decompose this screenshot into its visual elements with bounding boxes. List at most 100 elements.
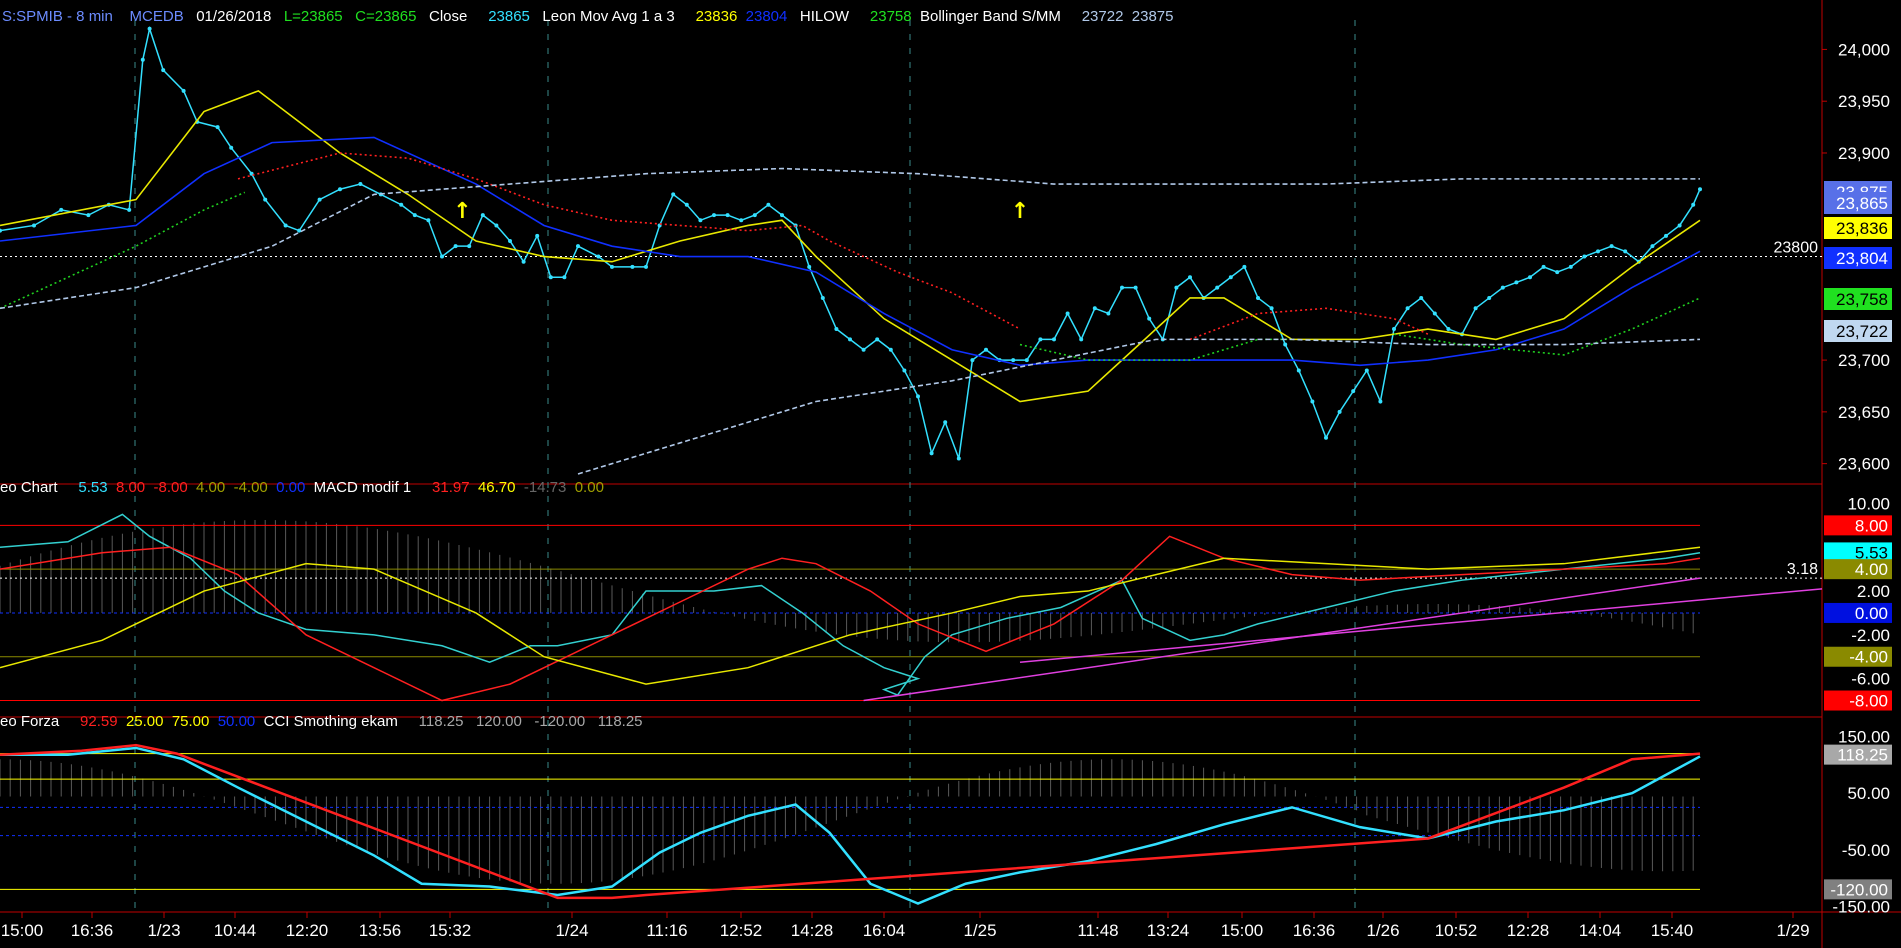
close-point	[1596, 249, 1600, 254]
close-eq-label: C=23865	[355, 8, 417, 25]
macd-series-3	[863, 577, 1701, 702]
y-tick-label: 23,650	[1838, 403, 1890, 422]
close-point	[1106, 311, 1111, 316]
value-tag-bg	[1824, 515, 1892, 536]
close-point	[780, 213, 784, 218]
close-point	[535, 233, 540, 238]
close-point	[399, 202, 404, 207]
close-point	[1582, 254, 1587, 259]
bollinger-v1: 23722	[1081, 8, 1124, 25]
close-point	[739, 218, 744, 223]
close-point	[358, 182, 363, 187]
cci-name: CCI Smothing ekam	[263, 713, 398, 730]
close-point	[1024, 358, 1029, 363]
close-point	[147, 26, 152, 31]
cci-series-0	[0, 746, 1701, 905]
close-point	[86, 213, 91, 218]
close-point	[1364, 368, 1369, 373]
value-tag-label: -8.00	[1849, 692, 1888, 711]
close-point	[338, 187, 342, 192]
close-point	[1283, 342, 1288, 347]
close-point	[725, 213, 730, 218]
x-tick-label: 13:56	[359, 921, 402, 940]
close-point	[712, 213, 716, 218]
close-point	[1514, 280, 1519, 285]
close-point	[1120, 285, 1124, 290]
close-point	[562, 275, 567, 280]
close-point	[1079, 337, 1084, 342]
value-tag-bg	[1824, 542, 1892, 563]
close-point	[1242, 264, 1247, 269]
mov-avg-v2: 23804	[745, 8, 788, 25]
close-point	[1256, 295, 1260, 300]
y-tick-label: 2.00	[1857, 582, 1890, 601]
value-tag-label: 8.00	[1855, 516, 1888, 535]
mov-avg-v1: 23836	[695, 8, 738, 25]
close-point	[426, 218, 431, 223]
x-tick-label: 11:16	[646, 921, 687, 940]
x-tick-label: 1/25	[963, 921, 996, 940]
x-tick-label: 13:24	[1147, 921, 1190, 940]
value-tag-bg	[1824, 602, 1892, 623]
cci-header: eo Forza 92.59 25.00 75.00 50.00 CCI Smo…	[0, 713, 643, 730]
close-point	[1677, 223, 1682, 228]
close-point	[1269, 306, 1274, 311]
date-label: 01/26/2018	[196, 8, 272, 25]
series-line-8	[0, 167, 1700, 310]
y-tick-label: -150.00	[1832, 897, 1890, 916]
close-point	[263, 197, 268, 202]
close-point	[1623, 249, 1628, 254]
close-point	[630, 264, 635, 269]
close-point	[508, 239, 512, 243]
close-point	[1133, 285, 1138, 290]
close-point	[283, 223, 288, 228]
macd-m4: 0.00	[574, 479, 604, 496]
close-point	[875, 337, 880, 342]
close-point	[59, 207, 64, 212]
close-point	[1337, 409, 1342, 414]
macd-v4: 4.00	[196, 479, 226, 496]
close-point	[548, 275, 553, 280]
series-line-3	[237, 152, 1021, 330]
close-point	[610, 264, 614, 269]
price-header: S:SPMIB - 8 min MCEDB 01/26/2018 L=23865…	[2, 8, 1174, 25]
close-point	[521, 259, 526, 264]
x-tick-label: 15:00	[1, 921, 44, 940]
bollinger-v2: 23875	[1131, 8, 1174, 25]
close-point	[1698, 187, 1702, 192]
close-point	[1392, 327, 1396, 332]
close-point	[1324, 435, 1328, 440]
macd-series-1	[0, 535, 1701, 702]
mov-avg-name: Leon Mov Avg 1 a 3	[542, 8, 675, 25]
macd-m2: 46.70	[477, 479, 516, 496]
cci-series-1	[0, 743, 1701, 900]
close-point	[1419, 295, 1424, 300]
series-line-0	[0, 25, 1701, 459]
close-point	[1038, 337, 1043, 342]
close-word: Close	[428, 8, 468, 25]
x-tick-label: 16:36	[1293, 921, 1336, 940]
macd-m3: -14.73	[523, 479, 567, 496]
close-point	[848, 337, 852, 342]
close-point	[861, 347, 866, 352]
close-point	[127, 207, 132, 212]
close-point	[161, 68, 166, 73]
low-label: L=23865	[283, 8, 343, 25]
close-point	[752, 213, 757, 218]
y-tick-label: 24,000	[1838, 40, 1890, 59]
value-tag-label: -120.00	[1830, 880, 1888, 899]
value-tag-label: -4.00	[1849, 648, 1888, 667]
close-point	[671, 192, 676, 197]
series-line-9	[577, 338, 1701, 475]
close-point	[644, 264, 648, 269]
x-tick-label: 1/26	[1366, 921, 1399, 940]
y-tick-label: -50.00	[1842, 841, 1890, 860]
value-tag-label: 118.25	[1837, 746, 1888, 765]
macd-m1: 31.97	[432, 479, 470, 496]
close-point	[984, 347, 988, 352]
close-point	[467, 244, 472, 249]
close-point	[766, 202, 771, 207]
close-point	[1432, 311, 1437, 316]
x-tick-label: 1/29	[1776, 921, 1809, 940]
